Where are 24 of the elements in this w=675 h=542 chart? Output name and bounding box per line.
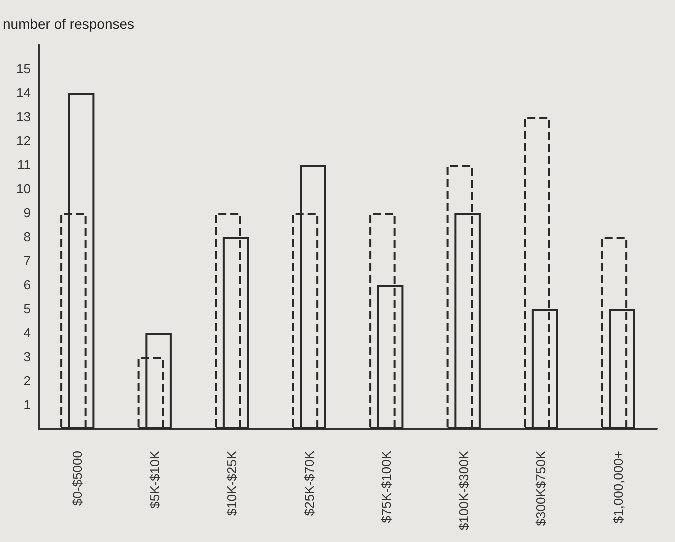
- y-tick-label: 2: [24, 374, 31, 388]
- y-tick-label: 6: [24, 278, 31, 292]
- x-tick-label: $0-$5000: [70, 451, 86, 506]
- y-tick-label: 5: [24, 302, 31, 316]
- x-tick-label: $75K-$100K: [379, 450, 394, 524]
- y-tick-label: 13: [16, 110, 31, 124]
- x-tick-label: $10K-$25K: [224, 450, 240, 516]
- y-tick-label: 12: [16, 134, 31, 148]
- y-tick-label: 9: [24, 206, 31, 220]
- y-tick-label: 11: [18, 158, 31, 172]
- y-tick-label: 14: [16, 86, 31, 100]
- x-tick-label: $1,000,000+: [610, 451, 626, 524]
- y-tick-label: 4: [24, 326, 31, 340]
- x-tick-label: $5K-$10K: [147, 450, 162, 509]
- x-tick-label: $100K-$300K: [456, 450, 472, 531]
- x-tick-label: $25K-$70K: [302, 450, 317, 516]
- y-tick-label: 10: [16, 182, 31, 196]
- y-tick-label: 1: [24, 398, 31, 412]
- y-tick-label: 7: [24, 254, 31, 268]
- y-axis-title: number of responses: [3, 16, 135, 32]
- y-tick-label: 3: [24, 350, 31, 364]
- x-tick-label: $300K$750K: [534, 450, 549, 526]
- y-tick-label: 8: [24, 230, 31, 244]
- y-tick-label: 15: [16, 62, 31, 76]
